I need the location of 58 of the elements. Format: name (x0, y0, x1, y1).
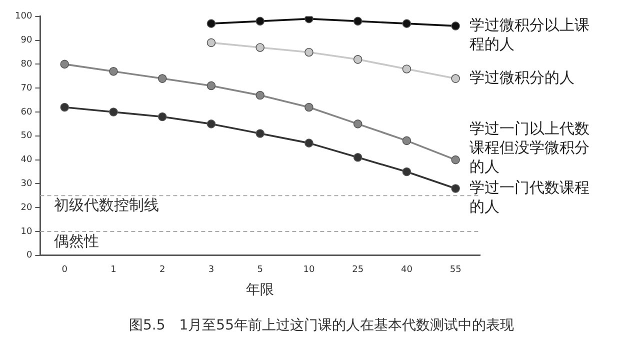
point (451, 184, 460, 193)
x-tick-label: 3 (208, 265, 214, 276)
x-axis-title: 年限 (246, 282, 274, 298)
point (256, 90, 264, 100)
y-tick-label: 100 (14, 12, 32, 22)
point (402, 64, 412, 74)
series-label: 学过一门代数课程的人 (470, 178, 590, 216)
x-tick-label: 40 (400, 265, 413, 276)
point (109, 66, 118, 76)
point (353, 16, 362, 26)
point (451, 74, 460, 83)
point (353, 55, 362, 64)
x-tick-label: 5 (257, 265, 263, 276)
y-tick-label: 60 (20, 107, 32, 118)
y-tick-label: 50 (20, 131, 32, 142)
x-tick-label: 10 (303, 265, 315, 276)
point (304, 48, 314, 57)
point (158, 112, 167, 122)
point (256, 43, 264, 52)
caption: 图5.5 1月至55年前上过这门课的人在基本代数测试中的表现 (129, 318, 514, 334)
x-tick-label: 25 (352, 265, 364, 276)
y-tick-label: 30 (20, 179, 32, 190)
point (206, 120, 216, 128)
point (256, 16, 264, 26)
point (451, 22, 460, 30)
point (304, 16, 314, 24)
point (206, 38, 216, 48)
x-tick-label: 1 (110, 265, 116, 276)
point (206, 81, 216, 90)
point (109, 108, 118, 116)
ref-line-label: 初级代数控制线 (54, 196, 160, 214)
y-tick-label: 90 (20, 36, 32, 46)
point (353, 120, 362, 128)
point (206, 19, 216, 28)
series-label: 学过微积分以上课程的人 (470, 16, 590, 53)
y-tick-label: 40 (20, 155, 32, 166)
y-tick-label: 80 (20, 60, 32, 70)
series-label: 学过一门以上代数课程但没学微积分的人 (470, 119, 590, 176)
y-tick-label: 70 (20, 83, 32, 94)
x-tick-label: 0 (62, 265, 68, 276)
point (60, 102, 70, 112)
point (304, 102, 314, 112)
ref-line-label: 偶然性 (54, 232, 100, 250)
point (402, 167, 412, 176)
point (304, 138, 314, 148)
point (256, 129, 264, 138)
point (158, 74, 167, 83)
point (60, 60, 70, 69)
y-tick-label: 10 (20, 226, 32, 237)
series-label: 学过微积分的人 (470, 68, 575, 86)
x-tick-label: 2 (159, 265, 166, 276)
point (402, 136, 412, 146)
point (451, 155, 460, 164)
y-tick-label: 20 (20, 202, 32, 213)
y-tick-label: 0 (26, 250, 32, 261)
x-tick-label: 55 (450, 265, 462, 276)
point (353, 153, 362, 162)
point (402, 19, 412, 28)
